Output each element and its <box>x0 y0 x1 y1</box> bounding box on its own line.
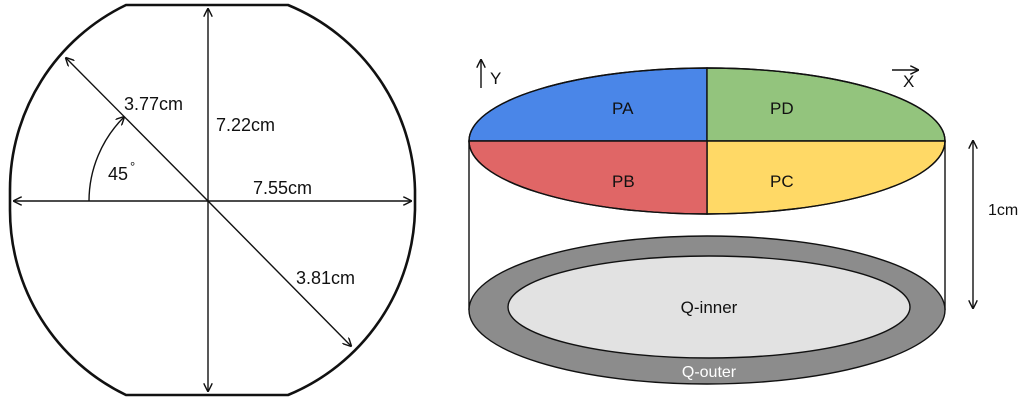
pad-pc <box>706 140 946 215</box>
x-axis-label: X <box>903 72 914 91</box>
q-outer-label: Q-outer <box>682 364 737 381</box>
diagonal-lower-length-label: 3.81cm <box>296 268 355 288</box>
detector-schematic: Y X PA PD PB PC Q-inner Q-outer 1cm <box>468 60 1018 385</box>
pad-pb <box>468 140 708 215</box>
pad-pa-label: PA <box>612 99 634 118</box>
pad-pc-label: PC <box>770 172 794 191</box>
upper-diagonal-arrow <box>66 58 209 202</box>
y-axis-label: Y <box>490 69 501 88</box>
angle-label: 45 <box>108 164 128 184</box>
wafer-outline <box>8 3 417 397</box>
bottom-ring-ellipse: Q-inner Q-outer <box>468 235 946 385</box>
height-label: 1cm <box>988 202 1018 219</box>
vertical-length-label: 7.22cm <box>216 115 275 135</box>
top-pad-ellipse: PA PD PB PC <box>468 67 946 215</box>
angle-degree-symbol: ° <box>130 159 135 174</box>
pad-pb-label: PB <box>612 172 635 191</box>
wafer-dimension-diagram: 3.77cm 7.22cm 7.55cm 3.81cm 45 ° <box>8 3 417 397</box>
q-inner-label: Q-inner <box>681 298 738 317</box>
q-inner-disk <box>507 255 911 359</box>
diagonal-upper-length-label: 3.77cm <box>124 94 183 114</box>
pad-pa <box>468 67 708 142</box>
pad-pd-label: PD <box>770 99 794 118</box>
horizontal-length-label: 7.55cm <box>253 178 312 198</box>
top-ellipse-outline <box>468 67 946 215</box>
angle-arc-arrow <box>88 117 124 202</box>
lower-diagonal-arrow <box>207 200 351 346</box>
